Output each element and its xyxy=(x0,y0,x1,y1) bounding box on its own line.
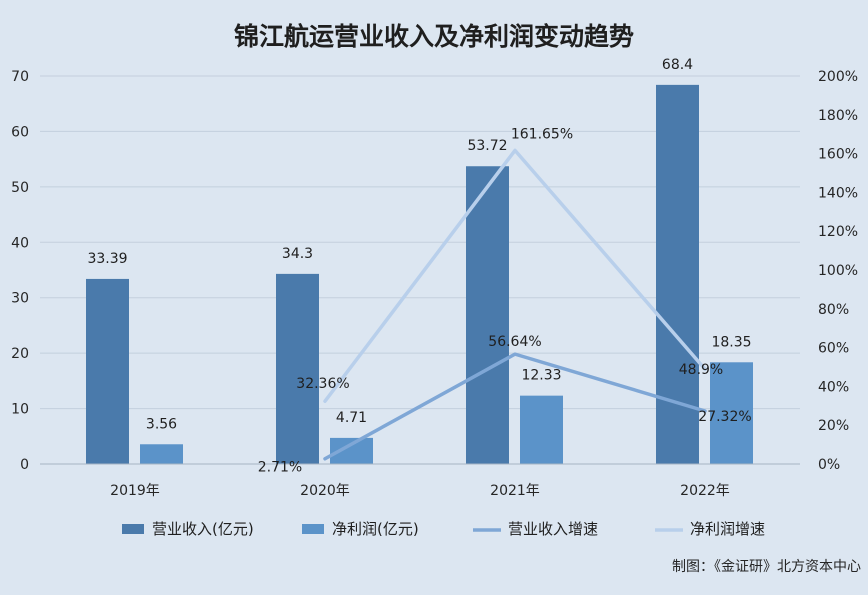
legend-label: 营业收入增速 xyxy=(508,520,598,538)
y-right-tick-label: 40% xyxy=(818,379,849,395)
bar-value-label: 12.33 xyxy=(521,368,561,384)
credit-text: 制图：《金证研》北方资本中心 xyxy=(672,559,861,575)
bar-value-label: 3.56 xyxy=(146,416,177,432)
x-tick-label: 2022年 xyxy=(680,483,730,499)
bar xyxy=(656,84,699,465)
legend-label: 净利润(亿元) xyxy=(332,520,419,538)
data-labels-layer: 33.39 34.3 53.72 68.4 3.56 4.71 12.33 18.35 2.71… xyxy=(87,57,751,476)
legend-label: 净利润增速 xyxy=(690,520,765,538)
line-value-label: 27.32% xyxy=(698,409,751,425)
gridlines xyxy=(40,75,800,465)
y-left-tick-label: 70 xyxy=(11,69,29,85)
y-right-tick-label: 160% xyxy=(818,147,858,163)
y-left-tick-label: 30 xyxy=(11,291,29,307)
bar xyxy=(86,278,129,464)
y-left-tick-label: 40 xyxy=(11,235,29,251)
y-right-tick-label: 60% xyxy=(818,341,849,357)
y-right-tick-label: 100% xyxy=(818,263,858,279)
legend-swatch xyxy=(122,524,144,534)
y-left-tick-label: 0 xyxy=(20,457,29,473)
bar-value-label: 18.35 xyxy=(711,334,751,350)
x-tick-label: 2019年 xyxy=(110,483,160,499)
y-left-tick-label: 50 xyxy=(11,180,29,196)
y-left-tick-label: 20 xyxy=(11,346,29,362)
x-tick-label: 2021年 xyxy=(490,483,540,499)
bar xyxy=(140,444,183,464)
axes-layer: 0 10 20 30 40 50 60 70 0% 20% 40% 60% 80% 100% 120% 140… xyxy=(11,69,858,499)
legend-label: 营业收入(亿元) xyxy=(152,520,254,538)
y-left-tick-label: 60 xyxy=(11,124,29,140)
bar xyxy=(520,395,563,464)
bar xyxy=(276,273,319,464)
y-right-tick-label: 140% xyxy=(818,185,858,201)
legend: 营业收入(亿元) 净利润(亿元) 营业收入增速 净利润增速 xyxy=(122,520,765,538)
line-value-label: 56.64% xyxy=(488,334,541,350)
y-left-tick-label: 10 xyxy=(11,402,29,418)
lines-layer xyxy=(323,148,707,461)
y-right-tick-label: 180% xyxy=(818,108,858,124)
x-tick-label: 2020年 xyxy=(300,483,350,499)
chart-title: 锦江航运营业收入及净利润变动趋势 xyxy=(234,22,634,51)
bar-value-label: 4.71 xyxy=(336,410,367,426)
line-value-label: 2.71% xyxy=(258,460,302,476)
bar-value-label: 34.3 xyxy=(282,246,313,262)
legend-swatch xyxy=(302,524,324,534)
line-value-label: 32.36% xyxy=(296,376,349,392)
y-right-tick-label: 20% xyxy=(818,418,849,434)
line-value-label: 48.9% xyxy=(679,362,723,378)
y-right-tick-label: 80% xyxy=(818,302,849,318)
bar xyxy=(710,362,753,464)
y-right-tick-label: 120% xyxy=(818,224,858,240)
bar-value-label: 33.39 xyxy=(87,251,127,267)
bar-value-label: 53.72 xyxy=(467,138,507,154)
line-value-label: 161.65% xyxy=(511,126,573,142)
y-right-tick-label: 200% xyxy=(818,69,858,85)
bar xyxy=(466,166,509,464)
line-series xyxy=(323,352,707,461)
y-right-tick-label: 0% xyxy=(818,457,840,473)
bar-value-label: 68.4 xyxy=(662,57,693,73)
line-series xyxy=(323,148,707,403)
